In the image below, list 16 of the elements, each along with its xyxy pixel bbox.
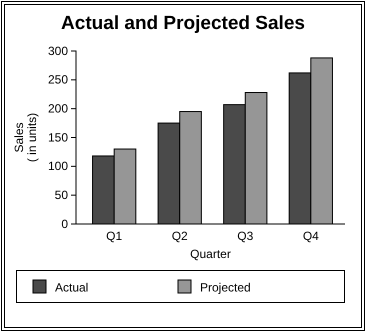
chart-title: Actual and Projected Sales [61,13,305,34]
x-tick-label: Q4 [302,229,320,244]
x-axis-title: Quarter [190,247,231,261]
y-tick-label: 200 [48,102,68,116]
y-tick-label: 100 [48,159,68,174]
legend-label: Actual [55,280,88,294]
y-tick-label: 50 [54,188,68,202]
y-tick-label: 150 [48,130,68,144]
y-tick-label: 0 [61,216,68,231]
legend-label: Projected [200,280,251,294]
x-tick-label: Q1 [106,229,123,244]
y-axis-title: Sales ( in units) [12,112,40,162]
x-tick-label: Q3 [237,229,254,244]
y-tick-label: 300 [48,44,68,58]
y-tick-label: 250 [48,72,68,87]
x-tick-label: Q2 [172,229,188,244]
